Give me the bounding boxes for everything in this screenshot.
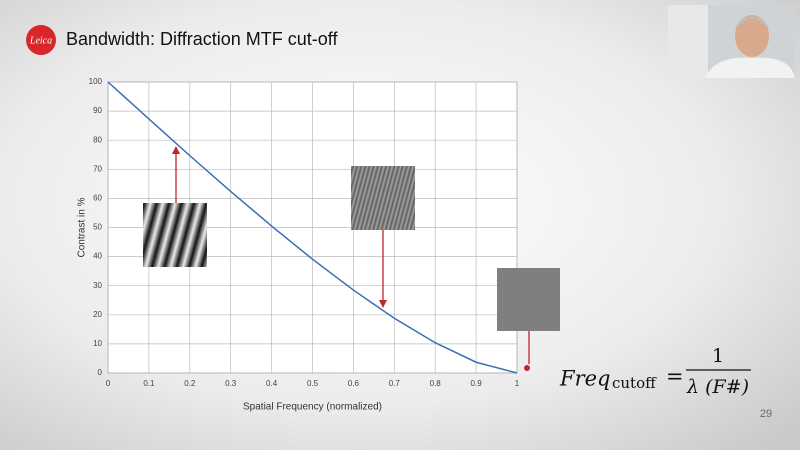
y-tick-label: 80	[93, 135, 102, 144]
y-tick-label: 50	[93, 223, 102, 232]
formula-equals: =	[666, 365, 684, 389]
x-tick-label: 0.5	[307, 379, 319, 388]
x-tick-label: 0.1	[143, 379, 155, 388]
formula-lhs: Freq	[559, 367, 610, 391]
y-tick-label: 70	[93, 164, 102, 173]
y-tick-label: 90	[93, 106, 102, 115]
grating-uniform	[497, 268, 560, 331]
grating-coarse	[143, 203, 207, 267]
data-line	[107, 81, 518, 374]
y-tick-label: 30	[93, 281, 102, 290]
x-axis-label: Spatial Frequency (normalized)	[243, 402, 382, 413]
logo-text: Leica	[29, 35, 52, 46]
y-tick-label: 20	[93, 310, 102, 319]
x-tick-label: 0.8	[430, 379, 442, 388]
x-tick-label: 0	[106, 379, 111, 388]
arrows	[172, 146, 530, 371]
formula-numerator: 1	[712, 345, 724, 367]
y-tick-label: 0	[98, 368, 103, 377]
x-tick-label: 0.9	[471, 379, 483, 388]
y-tick-label: 10	[93, 339, 102, 348]
x-tick-label: 0.3	[225, 379, 237, 388]
y-axis-label: Contrast in %	[77, 197, 88, 257]
formula-denominator: λ (F#)	[686, 376, 749, 398]
x-tick-label: 0.7	[389, 379, 401, 388]
x-tick-label: 1	[515, 379, 520, 388]
y-tick-label: 40	[93, 252, 102, 261]
formula: Freq cutoff = 1 λ (F#)	[559, 345, 751, 398]
y-tick-label: 60	[93, 194, 102, 203]
slide-title: Bandwidth: Diffraction MTF cut-off	[66, 29, 338, 49]
page-number: 29	[760, 408, 772, 420]
grating-fine	[351, 166, 415, 230]
formula-subscript: cutoff	[612, 374, 657, 392]
logo	[26, 25, 56, 55]
x-tick-label: 0.4	[266, 379, 278, 388]
webcam	[668, 5, 795, 78]
y-tick-label: 100	[89, 77, 103, 86]
x-tick-label: 0.2	[184, 379, 196, 388]
x-tick-label: 0.6	[348, 379, 360, 388]
